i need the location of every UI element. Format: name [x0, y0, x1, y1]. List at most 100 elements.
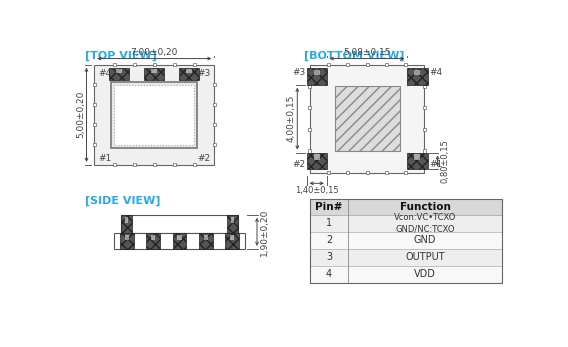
Text: #2: #2	[197, 153, 211, 162]
Bar	[93, 103, 96, 106]
Text: 3: 3	[326, 252, 332, 262]
Bar	[227, 215, 237, 234]
Bar	[213, 123, 216, 126]
Text: 0,80±0,15: 0,80±0,15	[441, 139, 450, 183]
Bar	[327, 171, 331, 174]
Bar	[310, 65, 424, 172]
Bar	[310, 200, 502, 215]
Text: Pin#: Pin#	[315, 202, 343, 212]
Bar	[335, 86, 400, 151]
Bar	[213, 103, 216, 106]
Bar	[308, 106, 311, 109]
Text: #1: #1	[98, 153, 111, 162]
Bar	[112, 163, 116, 166]
Text: 4,00±0,15: 4,00±0,15	[287, 95, 296, 142]
Bar	[407, 153, 428, 169]
Text: OUTPUT: OUTPUT	[406, 252, 445, 262]
Bar	[346, 171, 349, 174]
Bar	[177, 235, 182, 240]
Text: [BOTTOM VIEW]: [BOTTOM VIEW]	[303, 51, 404, 61]
Bar	[310, 200, 502, 283]
Bar	[308, 128, 311, 131]
Bar	[407, 68, 428, 85]
Text: 7,00±0,20: 7,00±0,20	[131, 48, 178, 57]
Text: 5,08±0,15: 5,08±0,15	[343, 48, 391, 57]
Bar	[310, 232, 502, 249]
Text: Function: Function	[400, 202, 450, 212]
Bar	[365, 171, 369, 174]
Bar	[173, 234, 186, 249]
Text: #4: #4	[429, 68, 442, 77]
Bar	[151, 235, 155, 240]
Bar	[122, 215, 132, 234]
Bar	[93, 83, 96, 86]
Text: 1,40±0,15: 1,40±0,15	[295, 186, 339, 195]
Text: GND: GND	[414, 235, 436, 245]
Bar	[415, 69, 420, 75]
Bar	[346, 63, 349, 66]
Text: 4: 4	[326, 269, 332, 279]
Bar	[213, 143, 216, 146]
Bar	[94, 65, 214, 165]
Bar	[230, 235, 234, 240]
Bar	[125, 217, 128, 223]
Bar	[423, 85, 426, 88]
Bar	[114, 234, 245, 249]
Bar	[186, 69, 193, 73]
Bar	[314, 69, 320, 75]
Bar	[109, 68, 130, 80]
Bar	[193, 63, 196, 66]
Bar	[327, 63, 331, 66]
Text: #4: #4	[98, 69, 111, 78]
Bar	[114, 85, 194, 145]
Bar	[307, 153, 327, 169]
Bar	[423, 150, 426, 153]
Bar	[308, 85, 311, 88]
Bar	[133, 63, 136, 66]
Text: [SIDE VIEW]: [SIDE VIEW]	[85, 196, 160, 206]
Bar	[93, 143, 96, 146]
Text: #3: #3	[292, 68, 305, 77]
Text: #1: #1	[429, 160, 442, 169]
Bar	[116, 69, 122, 73]
Bar	[146, 234, 160, 249]
Bar	[385, 63, 388, 66]
Bar	[310, 266, 502, 283]
Bar	[423, 106, 426, 109]
Bar	[153, 163, 156, 166]
Bar	[173, 163, 176, 166]
Bar	[179, 68, 199, 80]
Bar	[310, 249, 502, 266]
Bar	[153, 63, 156, 66]
Bar	[122, 215, 237, 234]
Text: [TOP VIEW]: [TOP VIEW]	[85, 51, 157, 61]
Bar	[314, 154, 320, 160]
Bar	[93, 123, 96, 126]
Text: #3: #3	[197, 69, 211, 78]
Bar	[193, 163, 196, 166]
Bar	[415, 154, 420, 160]
Bar	[423, 128, 426, 131]
Text: 5,00±0,20: 5,00±0,20	[76, 91, 85, 138]
Bar	[144, 68, 164, 80]
Bar	[308, 150, 311, 153]
Bar	[404, 63, 407, 66]
Bar	[231, 217, 234, 223]
Text: 1: 1	[326, 218, 332, 228]
Text: #2: #2	[292, 160, 305, 169]
Bar	[151, 69, 157, 73]
Bar	[307, 68, 327, 85]
Bar	[199, 234, 213, 249]
Bar	[173, 63, 176, 66]
Bar	[133, 163, 136, 166]
Bar	[125, 235, 129, 240]
Bar	[204, 235, 208, 240]
Bar	[365, 63, 369, 66]
Text: VDD: VDD	[414, 269, 436, 279]
Bar	[112, 63, 116, 66]
Bar	[404, 171, 407, 174]
Text: 2: 2	[326, 235, 332, 245]
Bar	[120, 234, 134, 249]
Bar	[225, 234, 239, 249]
Bar	[213, 83, 216, 86]
